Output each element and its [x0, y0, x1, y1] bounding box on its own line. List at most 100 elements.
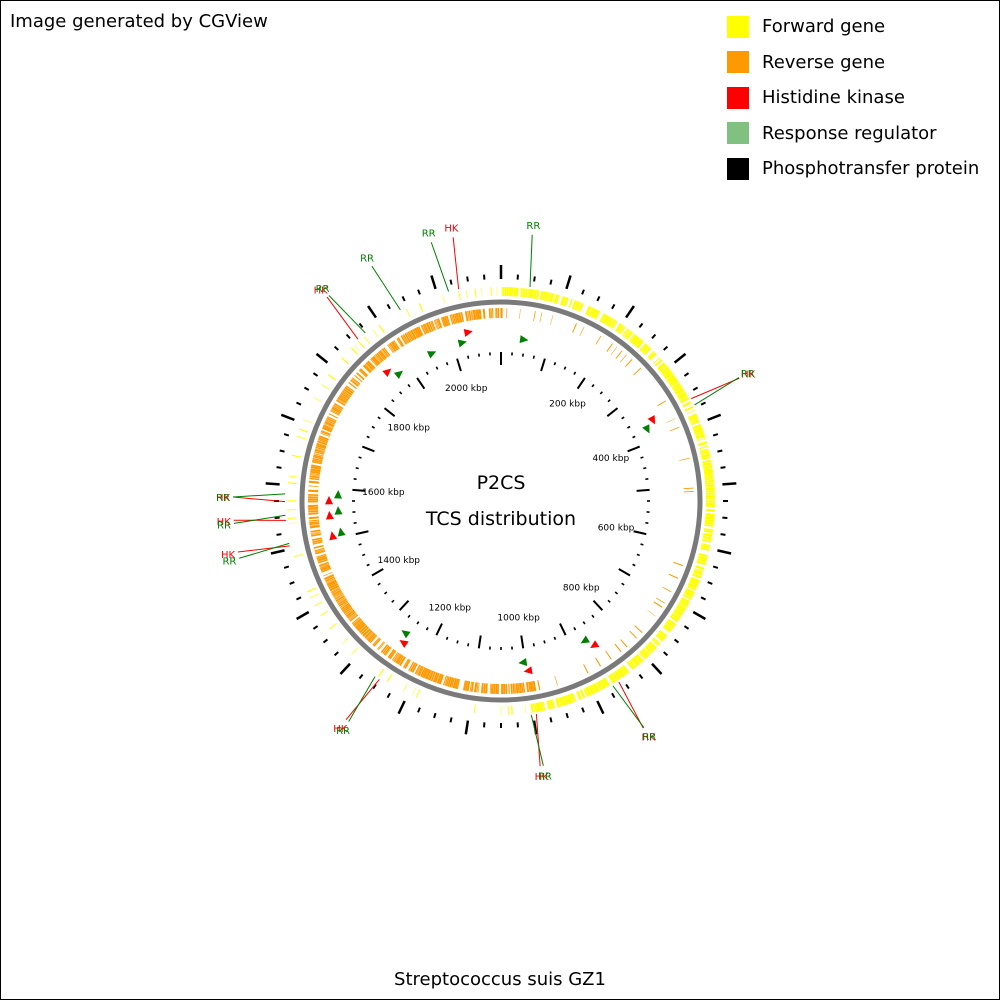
forward-gene-mark	[587, 307, 593, 316]
forward-gene-mark	[626, 331, 634, 340]
forward-gene-mark	[695, 433, 705, 438]
scale-tick	[627, 445, 641, 453]
forward-gene-mark	[372, 329, 379, 338]
reverse-gene-mark	[308, 480, 320, 484]
forward-gene-mark	[553, 294, 558, 304]
forward-gene-mark	[592, 683, 600, 693]
forward-gene-mark	[656, 633, 665, 640]
reverse-gene-mark	[310, 532, 321, 535]
callout-line	[328, 295, 366, 334]
reverse-gene-mark	[308, 504, 319, 508]
reverse-gene-mark	[308, 519, 320, 522]
forward-gene-mark	[639, 343, 648, 352]
scale-tick	[520, 635, 525, 649]
reverse-gene-mark	[353, 618, 362, 627]
reverse-gene-mark	[420, 325, 426, 335]
legend: Forward gene Reverse gene Histidine kina…	[727, 9, 997, 187]
forward-gene-mark	[614, 670, 622, 680]
forward-gene-mark	[702, 535, 712, 540]
reverse-gene-mark	[653, 601, 663, 608]
reverse-gene-mark	[316, 555, 327, 560]
reverse-gene-mark	[474, 309, 477, 320]
reverse-gene-mark	[457, 312, 461, 323]
reverse-gene-mark	[348, 612, 357, 620]
reverse-gene-mark	[417, 326, 424, 336]
reverse-gene-mark	[309, 522, 320, 526]
reverse-gene-mark	[337, 396, 347, 404]
forward-gene-mark	[648, 352, 657, 361]
forward-gene-mark	[688, 414, 698, 420]
reverse-gene-mark	[342, 390, 352, 398]
reverse-gene-mark	[454, 313, 458, 324]
reverse-gene-mark	[323, 424, 334, 430]
reverse-gene-mark	[364, 630, 373, 639]
map-title: P2CS	[476, 472, 526, 494]
reverse-gene-mark	[397, 655, 404, 665]
scale-tick	[416, 621, 420, 625]
reverse-gene-mark	[455, 313, 460, 324]
reverse-gene-mark	[379, 350, 387, 360]
response-regulator-marker	[401, 630, 411, 639]
forward-gene-mark	[651, 639, 659, 647]
reverse-gene-mark	[579, 326, 585, 336]
reverse-gene-mark	[325, 420, 335, 426]
forward-gene-mark	[288, 522, 298, 524]
reverse-gene-mark	[380, 644, 389, 653]
reverse-gene-mark	[442, 675, 448, 686]
forward-gene-mark	[686, 409, 695, 415]
reverse-gene-mark	[673, 561, 684, 567]
outer-tick	[283, 565, 290, 569]
reverse-gene-mark	[356, 372, 365, 381]
reverse-gene-mark	[395, 654, 403, 664]
outer-tick	[638, 673, 644, 680]
scale-tick	[416, 377, 426, 390]
outer-tick	[549, 279, 553, 285]
scale-tick	[467, 643, 470, 647]
scale-tick	[591, 614, 595, 618]
scale-tick	[621, 582, 625, 586]
reverse-gene-mark	[317, 439, 328, 444]
reverse-gene-mark	[322, 425, 333, 431]
forward-gene-mark	[576, 301, 581, 311]
forward-gene-mark	[705, 486, 715, 488]
reverse-gene-mark	[310, 531, 321, 534]
forward-gene-mark	[563, 297, 569, 307]
reverse-gene-mark	[319, 564, 330, 570]
reverse-gene-mark	[510, 683, 513, 694]
forward-gene-mark	[555, 294, 560, 304]
forward-gene-mark	[705, 509, 715, 512]
scale-tick	[355, 530, 369, 536]
forward-gene-mark	[608, 674, 615, 684]
reverse-gene-mark	[390, 341, 399, 351]
forward-gene-mark	[612, 672, 619, 681]
callout-line	[232, 496, 286, 503]
scale-tick	[383, 407, 396, 417]
forward-gene-mark	[704, 479, 715, 483]
forward-gene-mark	[665, 622, 674, 630]
forward-gene-mark	[562, 296, 566, 306]
reverse-gene-mark	[518, 683, 521, 694]
reverse-gene-mark	[339, 394, 349, 401]
reverse-gene-mark	[370, 357, 379, 366]
reverse-gene-mark	[512, 683, 515, 694]
forward-gene-mark	[687, 582, 698, 589]
forward-gene-mark	[418, 302, 424, 312]
reverse-gene-mark	[314, 450, 325, 455]
scale-tick	[377, 582, 381, 586]
outer-tick	[333, 651, 339, 657]
forward-gene-mark	[465, 289, 468, 299]
reverse-gene-mark	[342, 605, 352, 613]
reverse-gene-mark	[354, 619, 363, 628]
scale-tick	[563, 366, 567, 370]
forward-gene-mark	[692, 572, 702, 577]
forward-gene-mark	[296, 435, 306, 440]
reverse-gene-mark	[411, 663, 418, 673]
reverse-gene-mark	[666, 418, 676, 423]
scale-label: 800 kbp	[563, 584, 600, 594]
forward-gene-mark	[552, 699, 556, 709]
reverse-gene-mark	[362, 628, 371, 637]
reverse-gene-mark	[364, 363, 373, 372]
reverse-gene-mark	[398, 656, 406, 666]
forward-gene-mark	[705, 499, 715, 501]
